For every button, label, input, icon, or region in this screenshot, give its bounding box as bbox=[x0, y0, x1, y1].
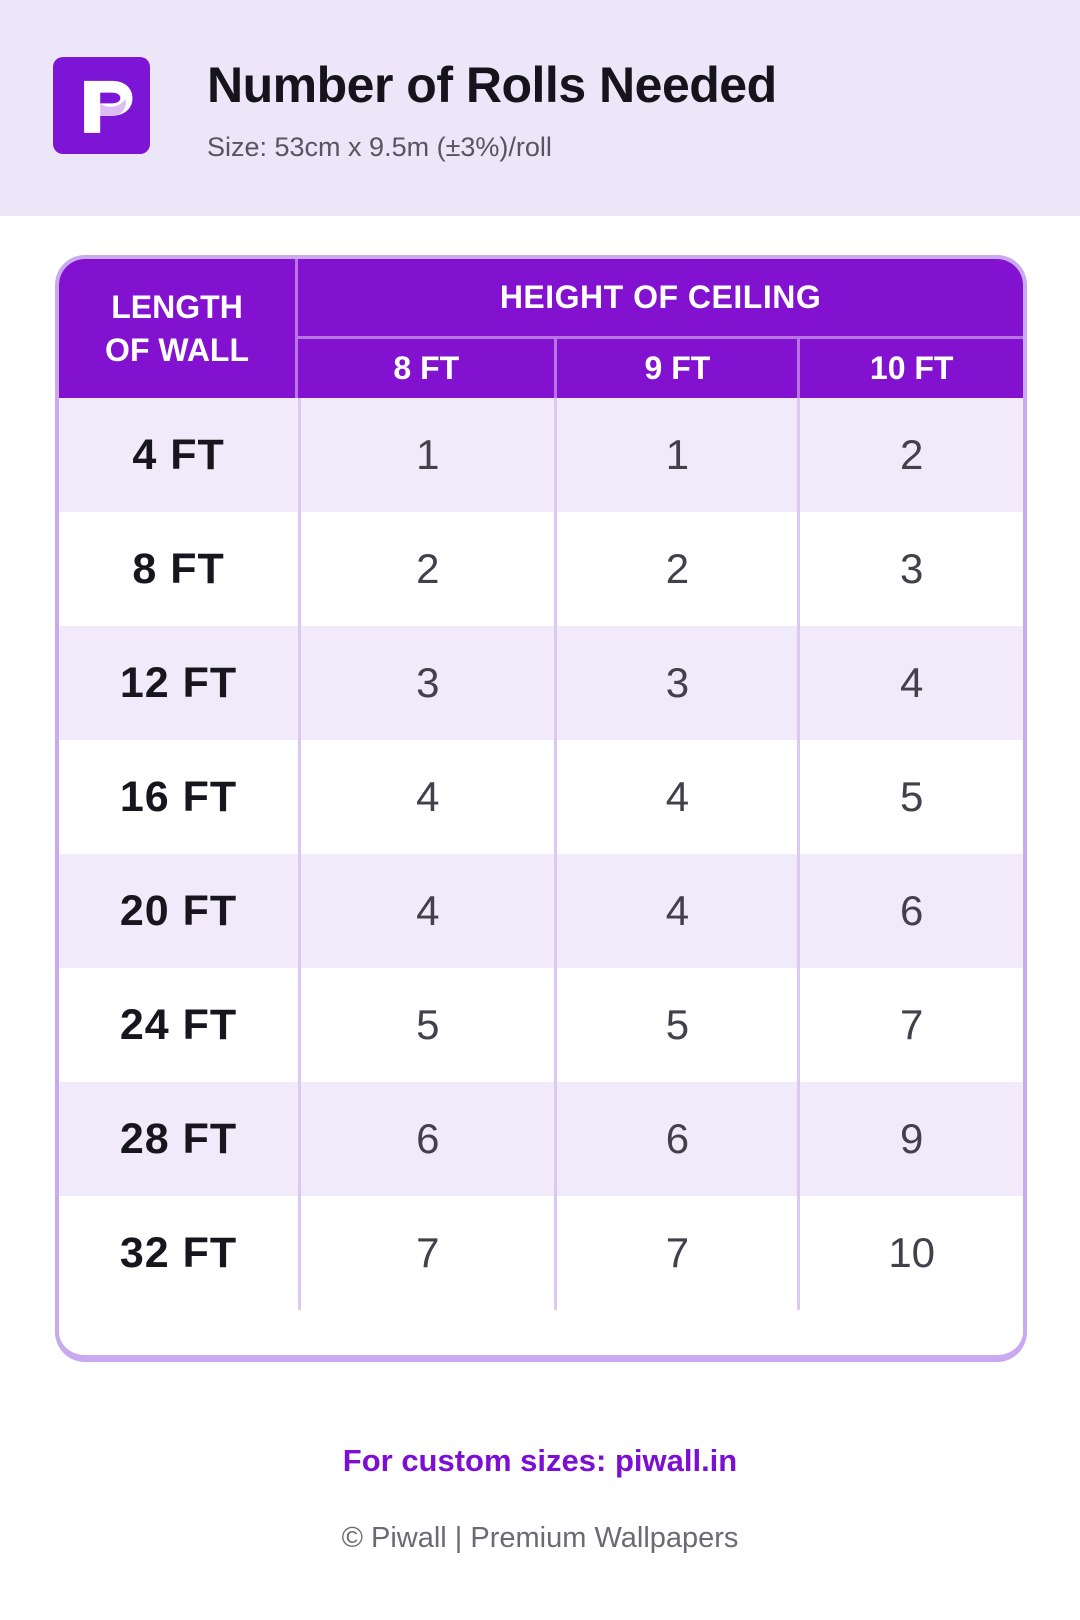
rolls-value-8ft: 7 bbox=[298, 1196, 554, 1310]
copyright-line: © Piwall | Premium Wallpapers bbox=[341, 1522, 739, 1554]
rolls-value-10ft: 3 bbox=[797, 512, 1023, 626]
table-row: 12 FT 3 3 4 bbox=[59, 626, 1023, 740]
rolls-value-9ft: 1 bbox=[554, 398, 797, 512]
rolls-value-8ft: 1 bbox=[298, 398, 554, 512]
header-band: Number of Rolls Needed Size: 53cm x 9.5m… bbox=[0, 0, 1080, 216]
row-label: 12 FT bbox=[119, 658, 238, 707]
row-label: 16 FT bbox=[119, 772, 238, 821]
table-row: 20 FT 4 4 6 bbox=[59, 854, 1023, 968]
row-label: 4 FT bbox=[132, 430, 225, 479]
header-titles: Number of Rolls Needed Size: 53cm x 9.5m… bbox=[207, 60, 777, 161]
page-title: Number of Rolls Needed bbox=[207, 57, 777, 113]
rolls-value-10ft: 6 bbox=[797, 854, 1023, 968]
rolls-value-10ft: 10 bbox=[797, 1196, 1023, 1310]
row-label: 24 FT bbox=[119, 1000, 238, 1049]
row-label: 32 FT bbox=[119, 1228, 238, 1277]
row-label: 20 FT bbox=[119, 886, 238, 935]
row-label: 8 FT bbox=[132, 544, 225, 593]
piwall-logo-p-icon bbox=[83, 80, 132, 133]
piwall-logo bbox=[53, 57, 150, 154]
rolls-value-9ft: 5 bbox=[554, 968, 797, 1082]
rolls-value-9ft: 4 bbox=[554, 854, 797, 968]
row-label: 28 FT bbox=[119, 1114, 238, 1163]
rolls-value-8ft: 5 bbox=[298, 968, 554, 1082]
rolls-value-10ft: 2 bbox=[797, 398, 1023, 512]
column-header-10ft: 10 FT bbox=[797, 339, 1023, 398]
rolls-value-10ft: 7 bbox=[797, 968, 1023, 1082]
column-header-length-of-wall: LENGTH OF WALL bbox=[59, 259, 299, 398]
column-group-header-height-of-ceiling: HEIGHT OF CEILING bbox=[298, 259, 1023, 339]
table-row: 28 FT 6 6 9 bbox=[59, 1082, 1023, 1196]
column-header-8ft: 8 FT bbox=[393, 350, 460, 386]
rolls-value-8ft: 2 bbox=[298, 512, 554, 626]
table-row: 4 FT 1 1 2 bbox=[59, 398, 1023, 512]
rolls-value-10ft: 9 bbox=[797, 1082, 1023, 1196]
page-subtitle: Size: 53cm x 9.5m (±3%)/roll bbox=[207, 132, 552, 162]
rolls-value-9ft: 6 bbox=[554, 1082, 797, 1196]
table-row: 16 FT 4 4 5 bbox=[59, 740, 1023, 854]
rolls-value-8ft: 4 bbox=[298, 740, 554, 854]
table-header: LENGTH OF WALL HEIGHT OF CEILING 8 FT 9 … bbox=[59, 259, 1023, 398]
rolls-value-9ft: 2 bbox=[554, 512, 797, 626]
rolls-value-8ft: 4 bbox=[298, 854, 554, 968]
table-row: 24 FT 5 5 7 bbox=[59, 968, 1023, 1082]
table-row: 32 FT 7 7 10 bbox=[59, 1196, 1023, 1310]
rolls-value-10ft: 5 bbox=[797, 740, 1023, 854]
table-row: 8 FT 2 2 3 bbox=[59, 512, 1023, 626]
table-body: 4 FT 1 1 2 8 FT 2 2 3 12 FT 3 3 4 16 FT … bbox=[59, 398, 1023, 1310]
rolls-value-8ft: 3 bbox=[298, 626, 554, 740]
custom-sizes-note: For custom sizes: piwall.in bbox=[342, 1443, 738, 1478]
rolls-value-9ft: 7 bbox=[554, 1196, 797, 1310]
rolls-value-9ft: 4 bbox=[554, 740, 797, 854]
rolls-value-8ft: 6 bbox=[298, 1082, 554, 1196]
rolls-table-card: LENGTH OF WALL HEIGHT OF CEILING 8 FT 9 … bbox=[55, 255, 1027, 1362]
rolls-value-10ft: 4 bbox=[797, 626, 1023, 740]
column-header-9ft: 9 FT bbox=[554, 339, 797, 398]
rolls-value-9ft: 3 bbox=[554, 626, 797, 740]
